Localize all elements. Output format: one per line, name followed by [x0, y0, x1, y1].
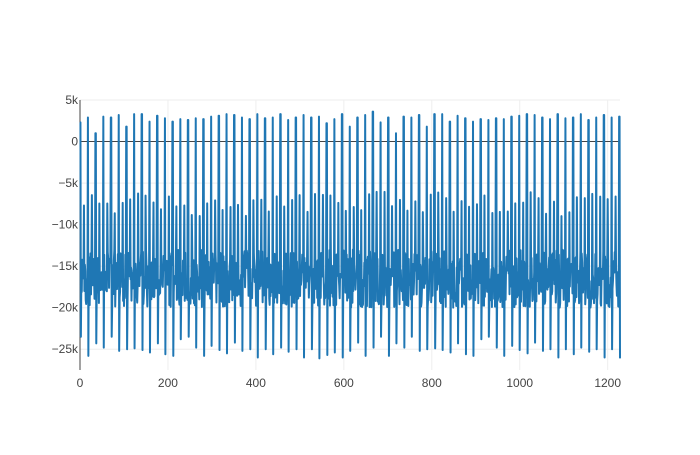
y-tick-label: 5k [65, 93, 79, 107]
y-tick-label: 0 [71, 135, 78, 149]
y-tick-label: −25k [52, 342, 79, 356]
x-tick-label: 400 [246, 376, 266, 390]
y-tick-label: −15k [52, 259, 79, 273]
y-tick-label: −20k [52, 301, 79, 315]
x-tick-label: 800 [422, 376, 442, 390]
series-line [79, 110, 621, 360]
x-tick-label: 0 [77, 376, 84, 390]
y-tick-label: −10k [52, 218, 79, 232]
x-tick-label: 600 [334, 376, 354, 390]
series-layer [79, 110, 621, 360]
x-tick-label: 200 [158, 376, 178, 390]
x-tick-label: 1000 [506, 376, 533, 390]
tick-labels: 0 200 400 600 800 1000 1200 5k 0 −5k −10k −15k −20k −… [52, 93, 622, 390]
y-tick-label: −5k [58, 176, 79, 190]
x-tick-label: 1200 [594, 376, 621, 390]
